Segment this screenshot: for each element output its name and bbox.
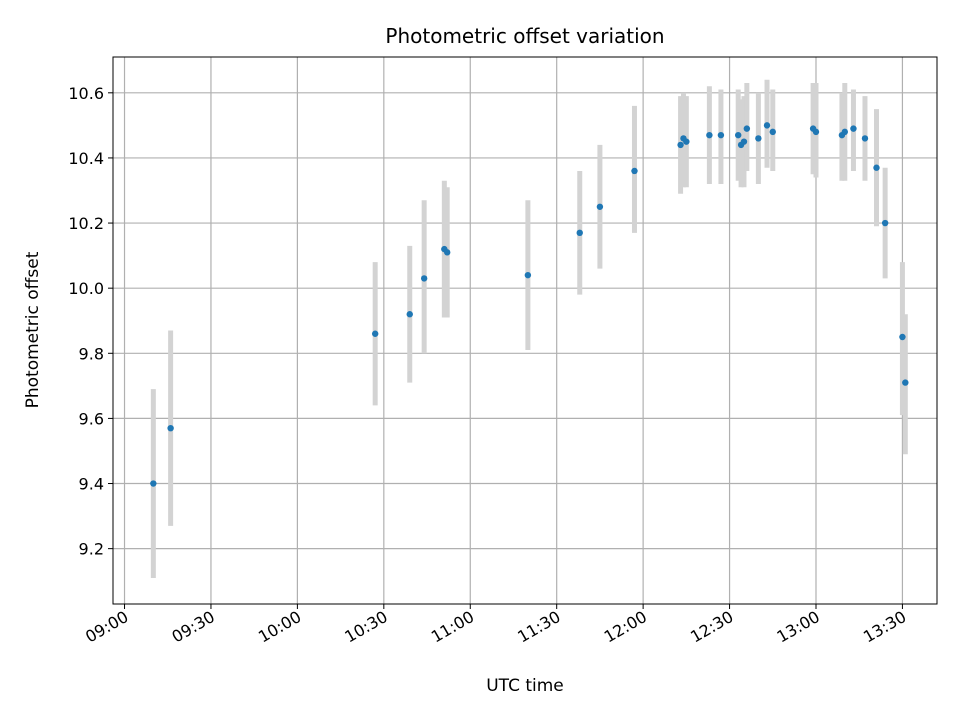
data-point [740, 138, 748, 145]
data-point [850, 125, 857, 132]
data-point [677, 141, 684, 149]
data-point [881, 219, 889, 227]
data-point [524, 271, 532, 279]
data-point [763, 122, 771, 129]
data-point [631, 167, 638, 175]
data-point [444, 249, 451, 256]
data-point [406, 311, 413, 318]
data-point [717, 131, 725, 139]
data-point [899, 333, 906, 341]
y-tick-label: 9.2 [79, 540, 104, 559]
data-point [706, 131, 713, 139]
x-axis-label: UTC time [486, 676, 564, 696]
plot-frame [112, 56, 938, 605]
data-point [735, 131, 742, 139]
chart-title: Photometric offset variation [385, 24, 664, 48]
y-tick-label: 10.6 [68, 84, 104, 103]
y-axis-label: Photometric offset [23, 251, 43, 408]
y-tick-label: 10.4 [68, 149, 104, 168]
data-point [371, 330, 379, 337]
data-point [683, 138, 690, 145]
data-point [769, 128, 776, 136]
data-points [150, 122, 909, 487]
y-axis: 9.2 9.4 9.6 9.8 10.0 10.2 10.4 10.6 [68, 84, 113, 559]
y-tick-label: 10.2 [68, 214, 104, 233]
data-point [812, 128, 820, 136]
data-point [150, 480, 157, 487]
data-point [861, 135, 869, 142]
data-point [420, 275, 428, 282]
y-tick-label: 9.4 [79, 475, 104, 494]
y-tick-label: 9.6 [79, 409, 104, 428]
data-point [576, 229, 583, 237]
y-tick-label: 9.8 [79, 344, 104, 363]
data-point [902, 379, 909, 386]
y-tick-label: 10.0 [68, 279, 104, 298]
data-point [743, 125, 751, 132]
data-point [873, 164, 880, 171]
data-point [167, 424, 174, 432]
data-point [841, 128, 849, 136]
data-point [596, 203, 604, 210]
data-point [755, 135, 762, 142]
